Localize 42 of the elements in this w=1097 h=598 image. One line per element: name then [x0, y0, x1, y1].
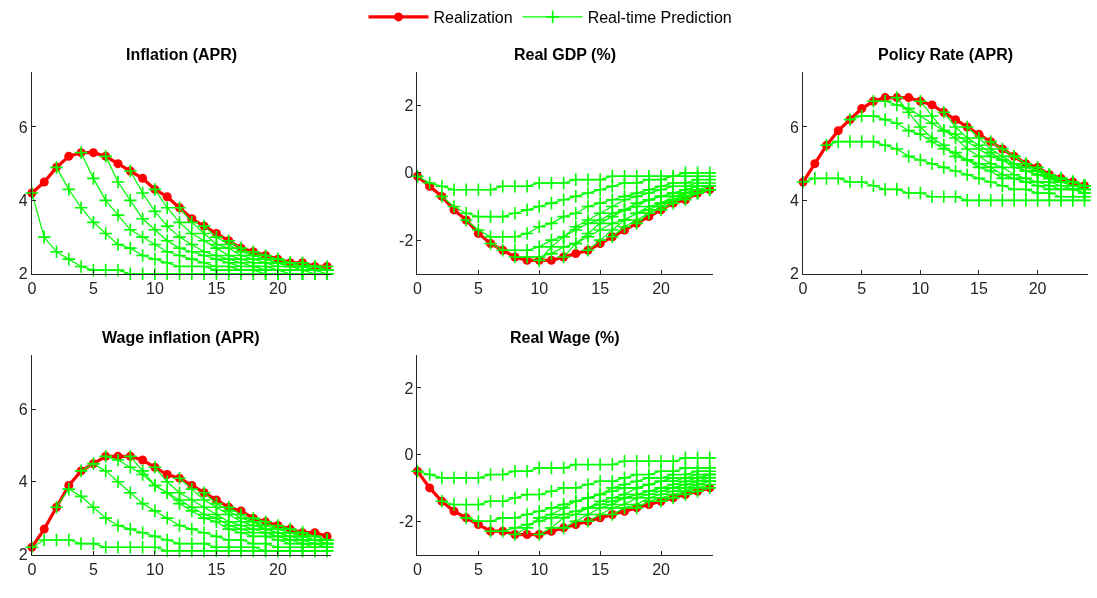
y-tick-label: 0: [404, 446, 414, 464]
y-tick-label: 0: [404, 164, 414, 182]
x-tick-label: 5: [88, 560, 98, 578]
x-tick-label: 10: [146, 560, 164, 578]
x-tick-label: 15: [207, 280, 226, 298]
y-tick-label: 2: [404, 97, 414, 115]
x-tick-label: 10: [530, 560, 549, 578]
x-tick-label: 5: [473, 560, 483, 578]
y-tick-label: 4: [789, 191, 799, 209]
chart-title: Wage inflation (APR): [102, 329, 260, 346]
x-tick-label: 5: [88, 280, 98, 298]
y-tick-label: -2: [399, 512, 414, 530]
x-tick-label: 20: [269, 280, 287, 298]
x-tick-label: 15: [970, 280, 988, 298]
x-tick-label: 10: [911, 280, 930, 298]
x-tick-label: 20: [269, 560, 287, 578]
x-tick-label: 5: [473, 280, 483, 298]
y-tick-label: 6: [18, 400, 28, 418]
chart-title: Inflation (APR): [126, 46, 238, 63]
x-tick-label: 15: [207, 560, 226, 578]
x-tick-label: 15: [591, 280, 610, 298]
x-tick-label: 20: [1028, 280, 1047, 298]
chart-title: Policy Rate (APR): [878, 46, 1014, 63]
x-tick-label: 15: [591, 560, 610, 578]
legend-label: Realization: [433, 9, 513, 27]
x-tick-label: 20: [652, 560, 671, 578]
legend-label: Real-time Prediction: [587, 9, 732, 27]
x-tick-label: 5: [857, 280, 867, 298]
y-tick-label: 2: [789, 265, 799, 283]
y-tick-label: 2: [18, 546, 28, 564]
y-tick-label: 2: [404, 379, 414, 397]
y-tick-label: -2: [399, 231, 414, 249]
y-tick-label: 2: [18, 265, 28, 283]
x-tick-label: 10: [146, 280, 164, 298]
y-tick-label: 6: [789, 118, 799, 136]
y-tick-label: 4: [18, 191, 28, 209]
x-tick-label: 20: [652, 280, 671, 298]
y-tick-label: 6: [18, 118, 28, 136]
chart-title: Real GDP (%): [514, 46, 616, 63]
x-tick-label: 10: [530, 280, 549, 298]
chart-title: Real Wage (%): [510, 329, 620, 346]
y-tick-label: 4: [18, 473, 28, 491]
